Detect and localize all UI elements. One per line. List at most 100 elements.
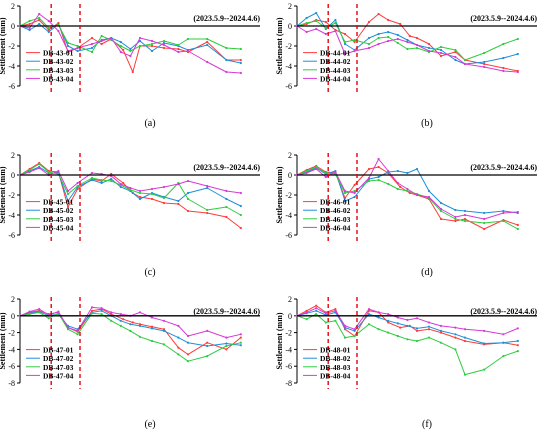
data-point [483,51,486,55]
data-point [90,306,94,309]
data-point [162,43,166,47]
data-point [387,169,390,173]
y-tick-label: -2 [8,42,15,51]
data-point [305,311,308,314]
data-point [463,217,467,221]
data-point [502,219,505,223]
data-point [454,58,457,62]
data-point [129,329,132,332]
data-point [367,46,371,50]
data-point [225,215,228,219]
data-point [239,341,242,344]
data-point [439,331,443,334]
data-point [76,44,79,48]
panel-caption: (d) [421,267,433,278]
data-point [415,193,419,197]
data-point [38,16,41,20]
data-point [138,195,142,199]
data-point [427,325,431,328]
data-point [150,327,154,330]
data-point [122,318,125,321]
y-tick-label: -2 [8,191,15,200]
data-point [315,167,318,171]
series-line-db-45-04 [19,167,241,194]
data-point [225,46,228,50]
data-point [122,181,125,185]
data-point [162,319,166,322]
data-point [38,12,41,16]
y-tick-label: -6 [285,82,292,91]
data-point [415,167,419,171]
data-point [367,167,371,171]
data-point [225,58,228,62]
y-tick-label: 0 [11,171,15,180]
data-point [177,346,180,349]
series-line-db-45-01 [19,162,242,229]
legend-label: DB-44-03 [320,66,351,75]
data-point [516,52,519,56]
data-point [408,34,411,38]
data-point [334,18,337,22]
data-point [454,348,457,351]
data-point [367,42,371,46]
series-line-db-47-04 [19,306,241,339]
data-point [90,50,94,54]
data-point [90,309,94,312]
data-point [119,182,122,186]
data-point [367,308,371,311]
data-point [377,316,380,319]
data-point [483,211,486,215]
data-point [119,313,122,316]
data-point [186,353,190,356]
panel-caption: (c) [144,267,155,278]
y-axis-title: Settlement (mm) [0,17,7,74]
data-point [186,360,190,363]
y-tick-label: 2 [288,2,292,11]
data-point [353,183,356,187]
data-point [315,304,318,307]
data-point [138,335,142,338]
data-point [415,329,419,332]
data-point [387,35,390,39]
data-point [353,191,356,195]
y-tick-label: -8 [8,379,15,388]
data-point [138,191,142,195]
data-point [150,49,154,53]
data-point [427,321,431,324]
y-tick-label: -2 [285,329,292,338]
data-point [463,62,467,66]
chart-panel: 2 0 -2 -4 -6 Settlement (mm) (2023.5.9--2024.4… [0,2,260,129]
data-point [66,326,70,329]
chart-panel: 2 0 -2 -4 -6 -8 Settlement (mm) (2023.5.9--2024… [0,295,260,430]
data-point [415,36,419,40]
data-point [38,311,41,314]
data-point [90,171,94,175]
legend-label: DB-43-01 [43,49,74,58]
y-axis-title: Settlement (mm) [275,166,284,223]
data-point [239,344,242,347]
data-point [516,227,519,231]
data-point [439,51,443,55]
date-range-label: (2023.5.9--2024.4.6) [193,307,260,316]
data-point [119,40,122,44]
data-point [28,168,31,172]
data-point [305,16,308,20]
data-point [28,28,31,32]
data-point [162,46,166,50]
data-point [324,171,327,175]
data-point [463,213,467,217]
legend-label: DB-47-01 [43,346,74,355]
data-point [353,38,356,42]
chart-panel: 2 0 -2 -4 -6 -8 Settlement (mm) (2023.5.9--2024… [275,295,537,430]
data-point [324,312,327,315]
data-point [206,184,209,188]
series-line-db-48-02 [296,310,518,344]
series-line-db-46-01 [296,165,518,230]
data-point [315,11,318,15]
data-point [396,316,399,319]
data-point [396,169,399,173]
y-tick-label: -2 [8,329,15,338]
legend-label: DB-45-04 [43,223,74,232]
data-point [47,170,50,174]
legend-label: DB-45-03 [43,215,74,224]
